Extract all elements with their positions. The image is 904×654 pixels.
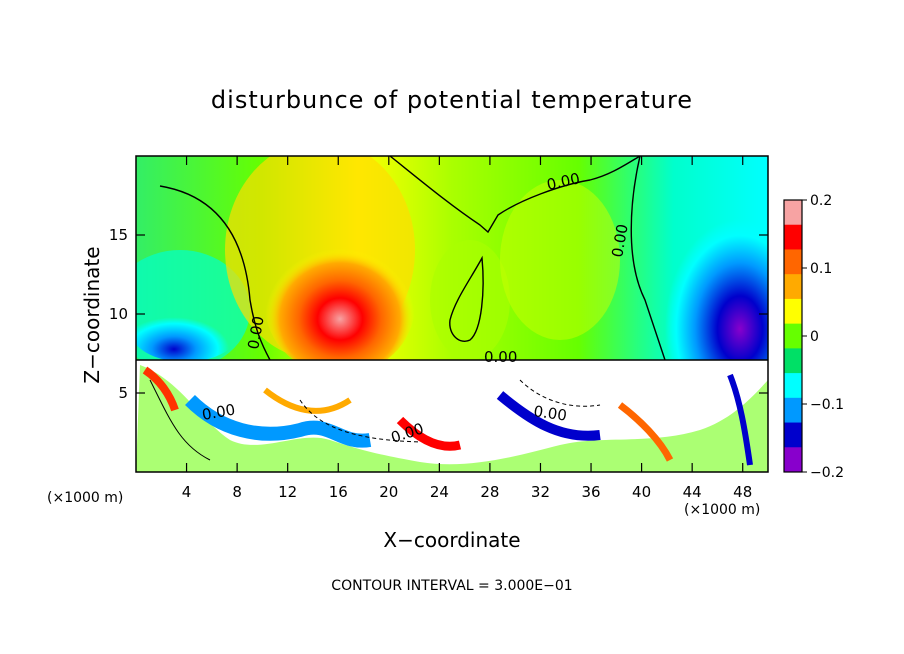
y-axis: 5 10 15 [109,226,768,402]
colorbar: 0.2 0.1 0 −0.1 −0.2 [783,193,844,481]
y-axis-label: Z−coordinate [80,246,104,384]
x-tick-label: 20 [379,483,398,501]
colorbar-tick-label: 0 [810,329,819,345]
colorbar-tick-label: 0.2 [810,193,832,209]
contour-labels: 0.00 0.00 0.00 0.00 0.00 0.00 0.00 [201,169,632,446]
colorbar-tick-label: −0.2 [810,465,844,481]
contour-label: 0.00 [532,402,568,424]
x-tick-label: 36 [581,483,600,501]
x-tick-label: 44 [683,483,702,501]
y-tick-label: 15 [109,226,128,244]
contour-interval-note: CONTOUR INTERVAL = 3.000E−01 [331,578,573,594]
colorbar-swatch [784,397,802,424]
colorbar-swatch [784,447,802,473]
contour-label: 0.00 [608,223,632,259]
contour-label: 0.00 [244,315,268,351]
colorbar-swatch [784,298,802,325]
colorbar-swatch [784,323,802,349]
colorbar-swatch [784,224,802,250]
colorbar-swatch [784,348,802,374]
x-tick-label: 16 [329,483,348,501]
colorbar-tick-label: −0.1 [810,397,844,413]
chart-title: disturbunce of potential temperature [210,86,694,114]
x-unit-left: (×1000 m) [47,490,124,506]
x-tick-label: 48 [733,483,752,501]
x-tick-label: 24 [430,483,449,501]
y-tick-label: 5 [118,384,128,402]
x-tick-label: 40 [632,483,651,501]
x-tick-label: 32 [531,483,550,501]
x-axis-label: X−coordinate [0,528,904,552]
colorbar-swatch [784,274,802,300]
x-axis-label-text: X−coordinate [383,528,521,552]
x-tick-label: 4 [182,483,192,501]
colorbar-swatch [784,422,802,448]
colorbar-swatch [784,373,802,399]
colorbar-swatch [784,200,802,226]
x-tick-label: 8 [232,483,242,501]
colorbar-tick-label: 0.1 [810,261,832,277]
contour-label: 0.00 [484,348,517,366]
x-unit-right: (×1000 m) [684,502,761,518]
y-tick-label: 10 [109,305,128,323]
x-axis: 4 8 12 16 20 24 28 32 36 40 44 48 [182,156,752,501]
colorbar-swatch [784,249,802,275]
x-tick-label: 12 [278,483,297,501]
contour-label: 0.00 [201,400,237,424]
field-layer [136,156,768,472]
x-tick-label: 28 [480,483,499,501]
